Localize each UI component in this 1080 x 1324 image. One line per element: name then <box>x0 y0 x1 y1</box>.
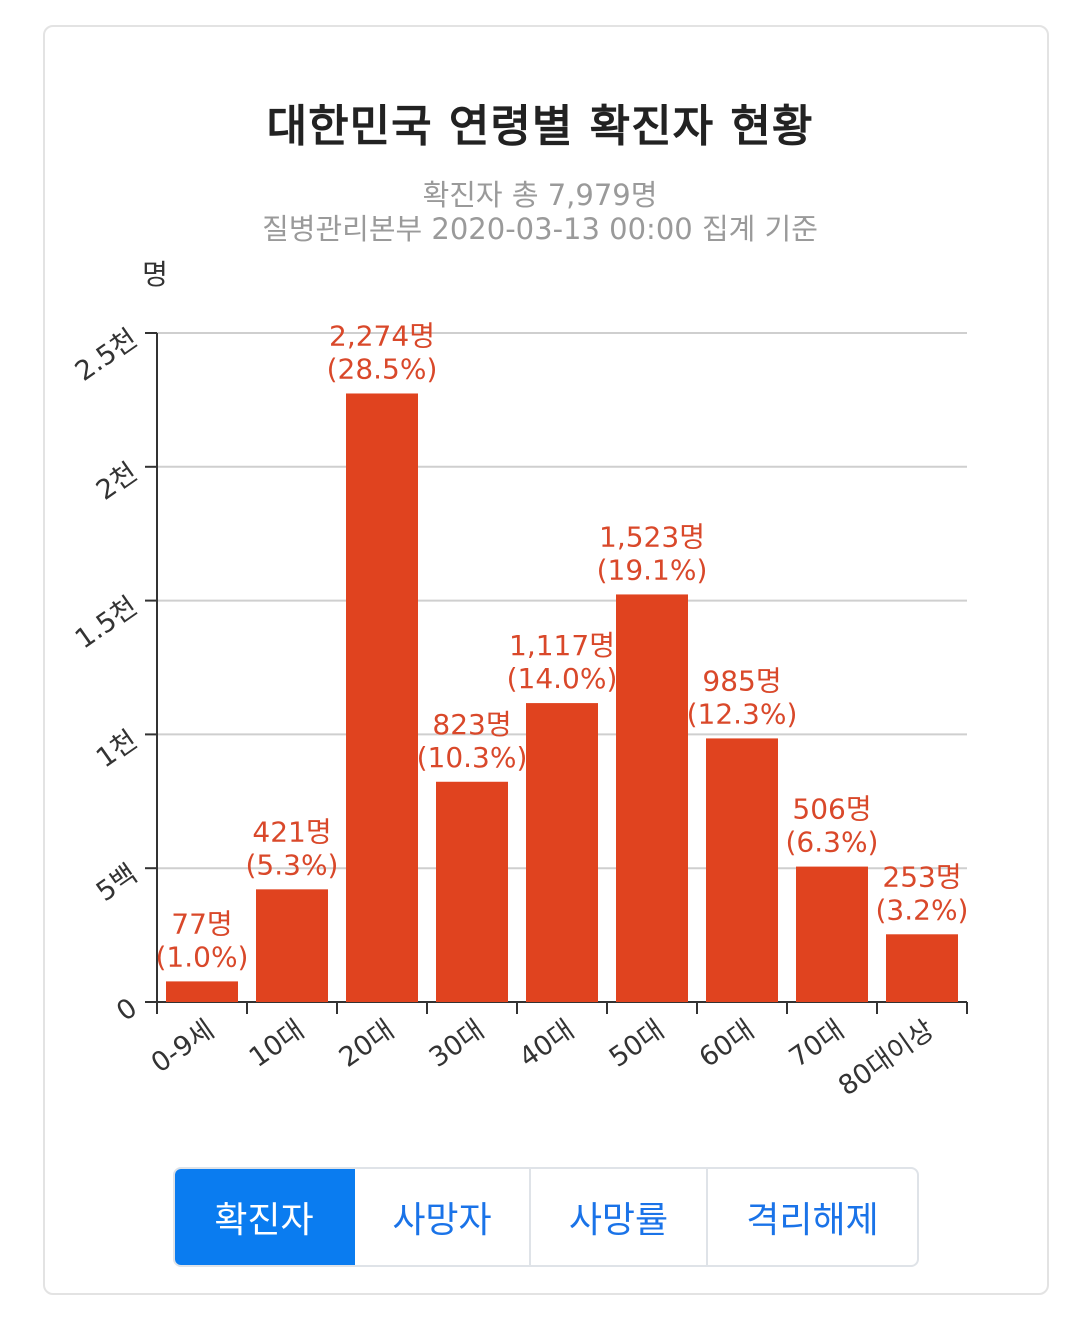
x-tick-label: 0-9세 <box>146 1014 220 1079</box>
y-tick-label: 5백 <box>91 859 143 909</box>
bar <box>886 934 958 1002</box>
bar <box>526 703 598 1002</box>
bar <box>166 981 238 1002</box>
bar-percent-label: (19.1%) <box>597 553 708 586</box>
bar-value-label: 1,523명 <box>599 520 705 553</box>
y-tick-label: 1천 <box>91 725 143 775</box>
chart-title: 대한민국 연령별 확진자 현황 <box>266 101 814 152</box>
bar-percent-label: (28.5%) <box>327 352 438 385</box>
y-tick-label: 1.5천 <box>70 591 143 655</box>
chart-subtitle-total: 확진자 총 7,979명 <box>422 178 658 212</box>
chart-card <box>43 25 1049 1295</box>
metric-tab-bar: 확진자 사망자 사망률 격리해제 <box>173 1167 919 1267</box>
y-tick-label: 0 <box>111 992 143 1027</box>
y-axis-label: 명 <box>142 258 168 291</box>
bar-percent-label: (5.3%) <box>246 848 339 881</box>
y-tick-label: 2천 <box>91 457 143 507</box>
bar-percent-label: (12.3%) <box>687 697 798 730</box>
bar-value-label: 2,274명 <box>329 319 435 352</box>
bar-value-label: 253명 <box>882 860 961 893</box>
bar-value-label: 506명 <box>792 793 871 826</box>
tab-confirmed[interactable]: 확진자 <box>175 1169 355 1265</box>
x-tick-label: 30대 <box>424 1014 490 1073</box>
x-tick-label: 80대이상 <box>833 1014 940 1102</box>
bar-value-label: 985명 <box>702 664 781 697</box>
x-tick-label: 20대 <box>334 1014 400 1073</box>
bar-value-label: 1,117명 <box>509 629 615 662</box>
bar <box>346 393 418 1002</box>
bar <box>796 866 868 1002</box>
bar <box>436 781 508 1002</box>
chart-subtitle-source: 질병관리본부 2020-03-13 00:00 집계 기준 <box>262 212 818 246</box>
bar <box>256 889 328 1002</box>
x-tick-label: 10대 <box>244 1014 310 1073</box>
bar-percent-label: (3.2%) <box>876 893 969 926</box>
bar <box>616 594 688 1002</box>
bar-percent-label: (10.3%) <box>417 741 528 774</box>
x-tick-label: 60대 <box>694 1014 760 1073</box>
bar-value-label: 421명 <box>252 815 331 848</box>
x-tick-label: 50대 <box>604 1014 670 1073</box>
bar-percent-label: (14.0%) <box>507 662 618 695</box>
x-tick-label: 70대 <box>784 1014 850 1073</box>
bar-percent-label: (6.3%) <box>786 826 879 859</box>
bar-value-label: 823명 <box>432 708 511 741</box>
bar-percent-label: (1.0%) <box>156 940 249 973</box>
tab-fatality-rate[interactable]: 사망률 <box>531 1169 708 1265</box>
x-tick-label: 40대 <box>514 1014 580 1073</box>
y-tick-label: 2.5천 <box>70 323 143 387</box>
tab-deaths[interactable]: 사망자 <box>355 1169 531 1265</box>
tab-released[interactable]: 격리해제 <box>746 1200 879 1241</box>
bar-value-label: 77명 <box>171 907 232 940</box>
bar <box>706 738 778 1002</box>
